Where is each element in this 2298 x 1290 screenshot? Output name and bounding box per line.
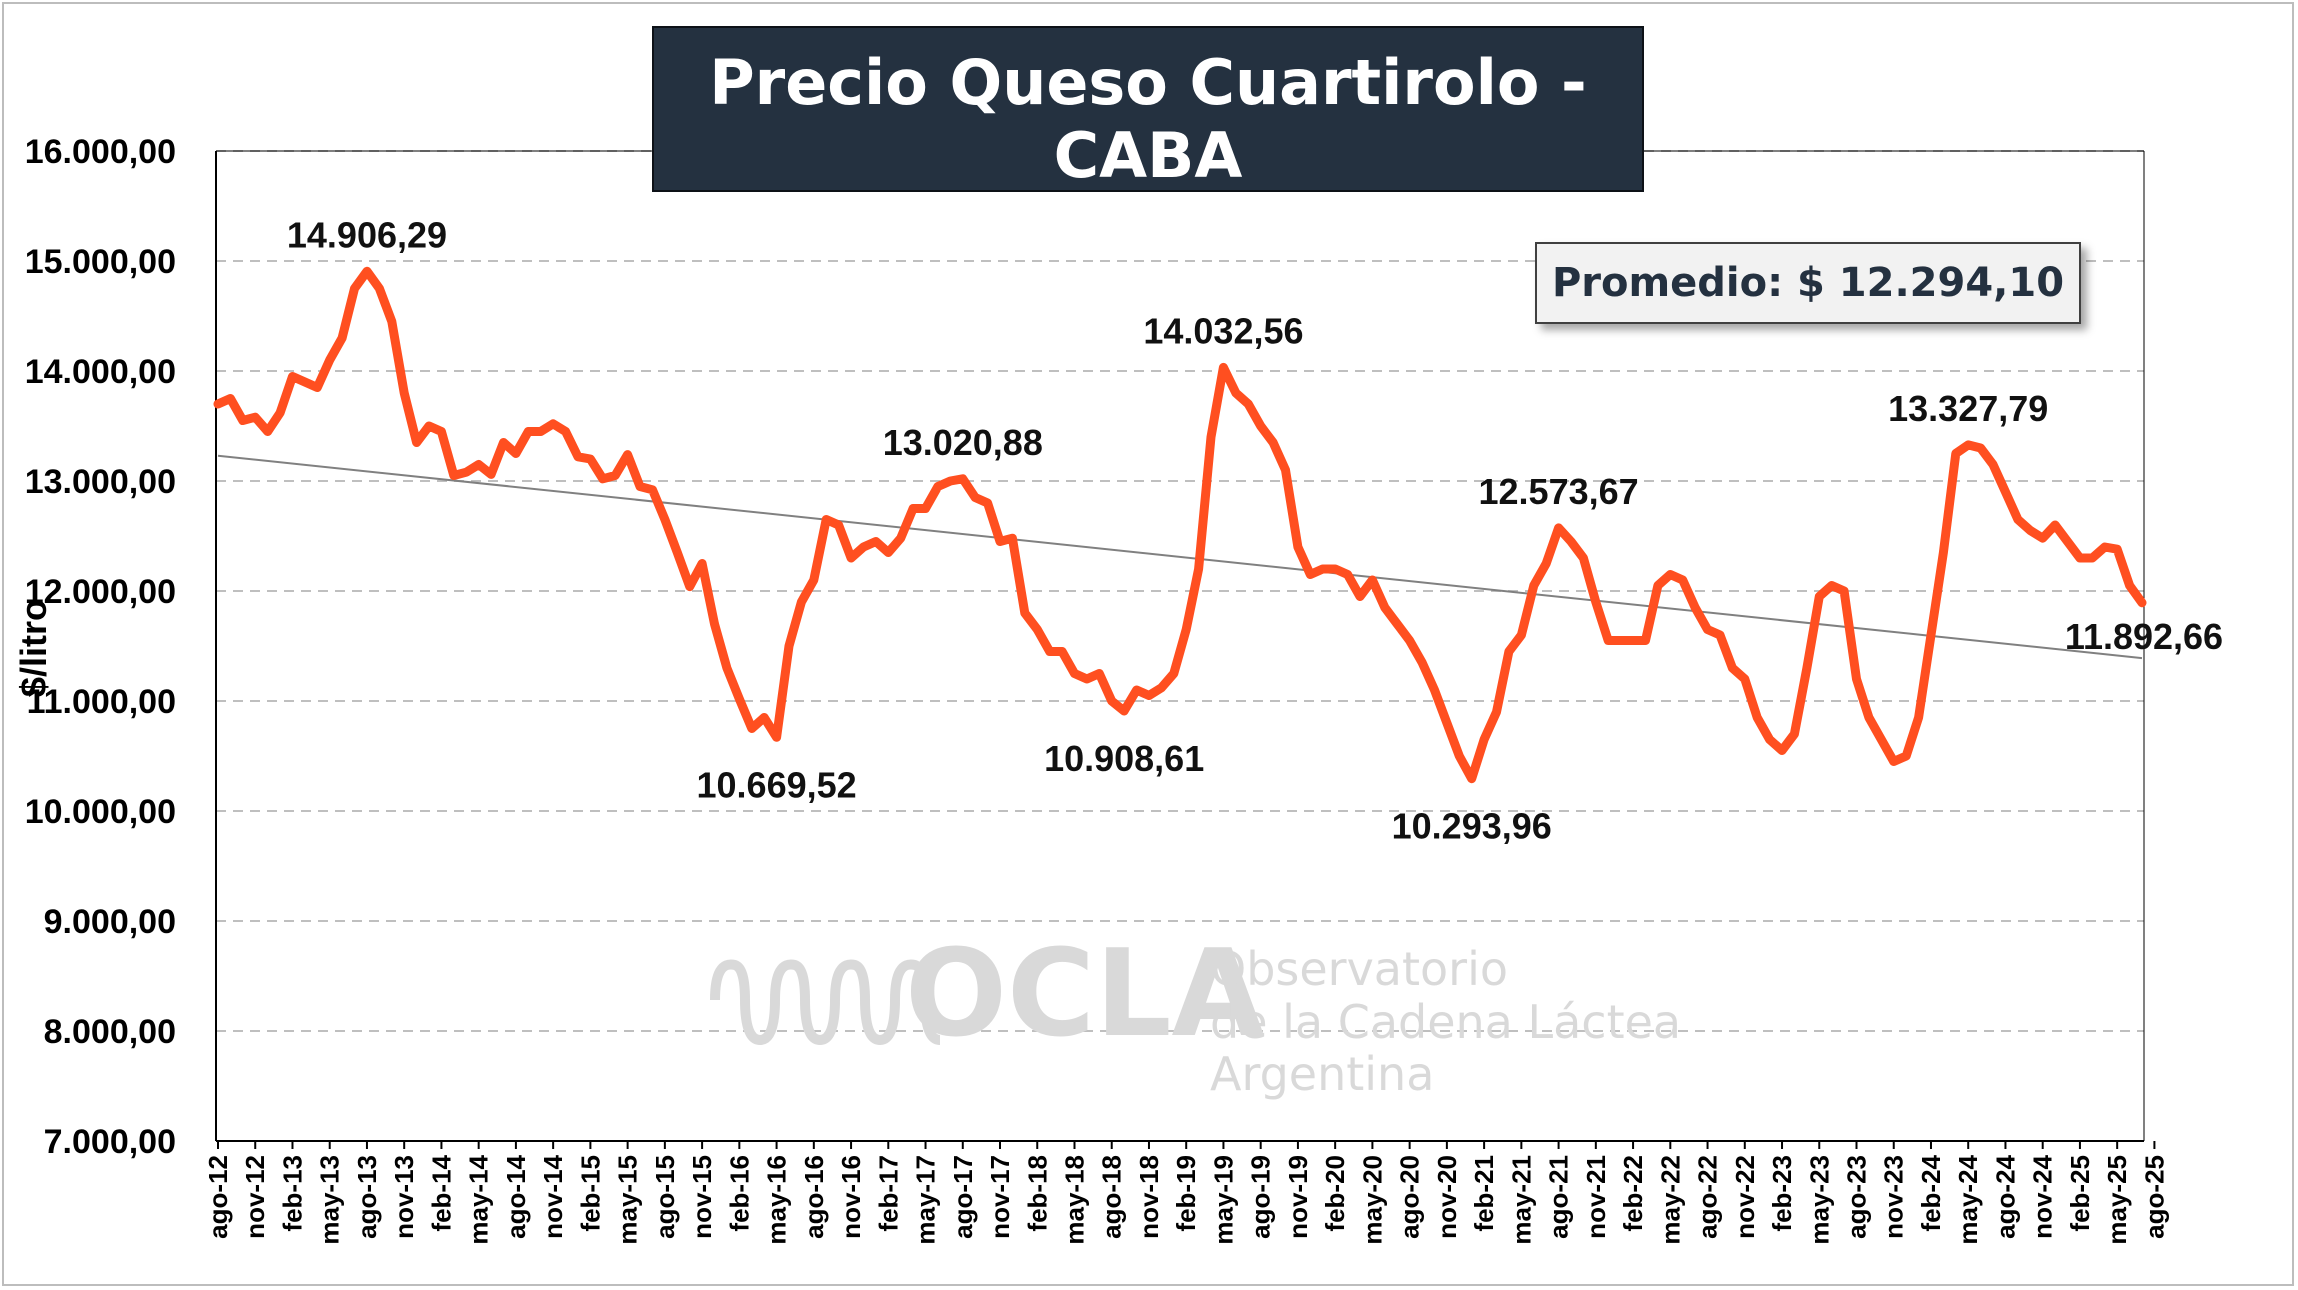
x-tick-label: feb-16 [724,1155,754,1232]
y-tick-label: 12.000,00 [25,573,176,611]
x-tick-label: may-21 [1506,1155,1536,1245]
x-tick-label: feb-17 [873,1155,903,1232]
x-tick-label: may-19 [1208,1155,1238,1245]
x-tick-label: ago-12 [203,1155,233,1239]
x-tick-label: feb-14 [426,1154,456,1231]
x-tick-label: nov-22 [1730,1155,1760,1239]
x-tick-label: ago-17 [948,1155,978,1239]
x-tick-label: feb-24 [1916,1154,1946,1231]
y-tick-labels: 7.000,00 8.000,00 9.000,00 10.000,00 11.000,… [25,133,176,1161]
watermark-brand: OCLA [905,925,1265,1064]
x-tick-label: may-20 [1357,1155,1387,1245]
title-box: Precio Queso Cuartirolo - CABA - ajustad… [652,26,1644,248]
x-tick-label: feb-20 [1320,1155,1350,1232]
x-tick-label: ago-19 [1246,1155,1276,1239]
x-tick-label: nov-17 [985,1155,1015,1239]
x-tick-label: may-22 [1655,1155,1685,1245]
x-tick-label: feb-13 [277,1155,307,1232]
y-axis-label: $/litro [13,599,54,697]
x-tick-label: ago-21 [1544,1155,1574,1239]
x-tick-label: ago-20 [1395,1155,1425,1239]
chart-title: Precio Queso Cuartirolo - CABA [709,46,1587,192]
x-tick-label: may-13 [315,1155,345,1245]
x-tick-label: may-18 [1059,1155,1089,1245]
series-line [213,266,2147,784]
trend-line [217,454,2143,660]
x-tick-labels: ago-12 nov-12 feb-13 may-13 ago-13 nov-13 feb-… [203,1141,2169,1245]
x-tick-label: ago-25 [2139,1155,2169,1239]
x-tick-label: nov-16 [836,1155,866,1239]
x-tick-label: may-24 [1953,1154,1983,1244]
y-tick-label: 7.000,00 [44,1123,176,1161]
x-tick-label: may-17 [911,1155,941,1245]
y-tick-label: 14.000,00 [25,353,176,391]
x-tick-label: ago-16 [799,1155,829,1239]
chart-subtitle: - ajustado por IPC - [957,202,1339,248]
x-tick-label: nov-13 [389,1155,419,1239]
data-label: 10.669,52 [697,764,857,805]
x-tick-label: feb-15 [575,1155,605,1232]
x-tick-label: nov-18 [1134,1155,1164,1239]
x-tick-label: ago-15 [650,1155,680,1239]
x-tick-label: nov-19 [1283,1155,1313,1239]
x-tick-label: ago-22 [1693,1155,1723,1239]
x-tick-label: feb-22 [1618,1155,1648,1232]
watermark-line2: de la Cadena Láctea [1210,995,1681,1049]
y-tick-label: 9.000,00 [44,903,176,941]
y-tick-label: 11.000,00 [27,683,176,721]
data-label: 13.327,79 [1888,388,2048,429]
x-tick-label: feb-21 [1469,1155,1499,1232]
data-label: 10.908,61 [1044,738,1204,779]
data-label: 14.906,29 [287,214,447,255]
ocla-logo-icon [710,959,941,1046]
average-box: Promedio: $ 12.294,10 [1535,242,2081,324]
x-tick-label: ago-18 [1097,1155,1127,1239]
x-tick-label: may-25 [2102,1155,2132,1245]
y-tick-label: 8.000,00 [44,1013,176,1051]
data-label: 13.020,88 [883,422,1043,463]
watermark-line3: Argentina [1210,1047,1434,1101]
x-tick-label: may-23 [1804,1155,1834,1245]
y-tick-label: 16.000,00 [25,133,176,171]
y-tick-label: 10.000,00 [25,793,176,831]
y-tick-label: 15.000,00 [25,243,176,281]
x-tick-label: feb-19 [1171,1155,1201,1232]
x-tick-label: feb-25 [2065,1155,2095,1232]
average-value: $ 12.294,10 [1797,260,2065,306]
data-label: 12.573,67 [1479,471,1639,512]
data-labels: 14.906,29 10.669,52 13.020,88 10.908,61 14.0… [287,214,2223,846]
x-tick-label: feb-23 [1767,1155,1797,1232]
watermark-line1: Observatorio [1210,942,1508,996]
x-tick-label: nov-14 [538,1154,568,1238]
x-tick-label: may-16 [762,1155,792,1245]
average-label: Promedio: [1551,260,1784,306]
x-tick-label: nov-15 [687,1155,717,1239]
x-tick-label: ago-23 [1842,1155,1872,1239]
x-tick-label: ago-14 [501,1154,531,1238]
ocla-watermark: OCLA Observatorio de la Cadena Láctea Ar… [710,925,1681,1101]
data-label: 14.032,56 [1143,310,1303,351]
x-tick-label: ago-24 [1990,1154,2020,1238]
x-tick-label: nov-24 [2028,1154,2058,1238]
x-tick-label: may-15 [613,1155,643,1245]
x-tick-label: nov-23 [1879,1155,1909,1239]
x-tick-label: ago-13 [352,1155,382,1239]
x-tick-label: feb-18 [1022,1155,1052,1232]
data-label: 11.892,66 [2065,616,2223,657]
x-tick-label: may-14 [464,1154,494,1244]
y-tick-label: 13.000,00 [25,463,176,501]
data-label: 10.293,96 [1392,806,1552,847]
x-tick-label: nov-12 [240,1155,270,1239]
x-tick-label: nov-20 [1432,1155,1462,1239]
x-tick-label: nov-21 [1581,1155,1611,1239]
